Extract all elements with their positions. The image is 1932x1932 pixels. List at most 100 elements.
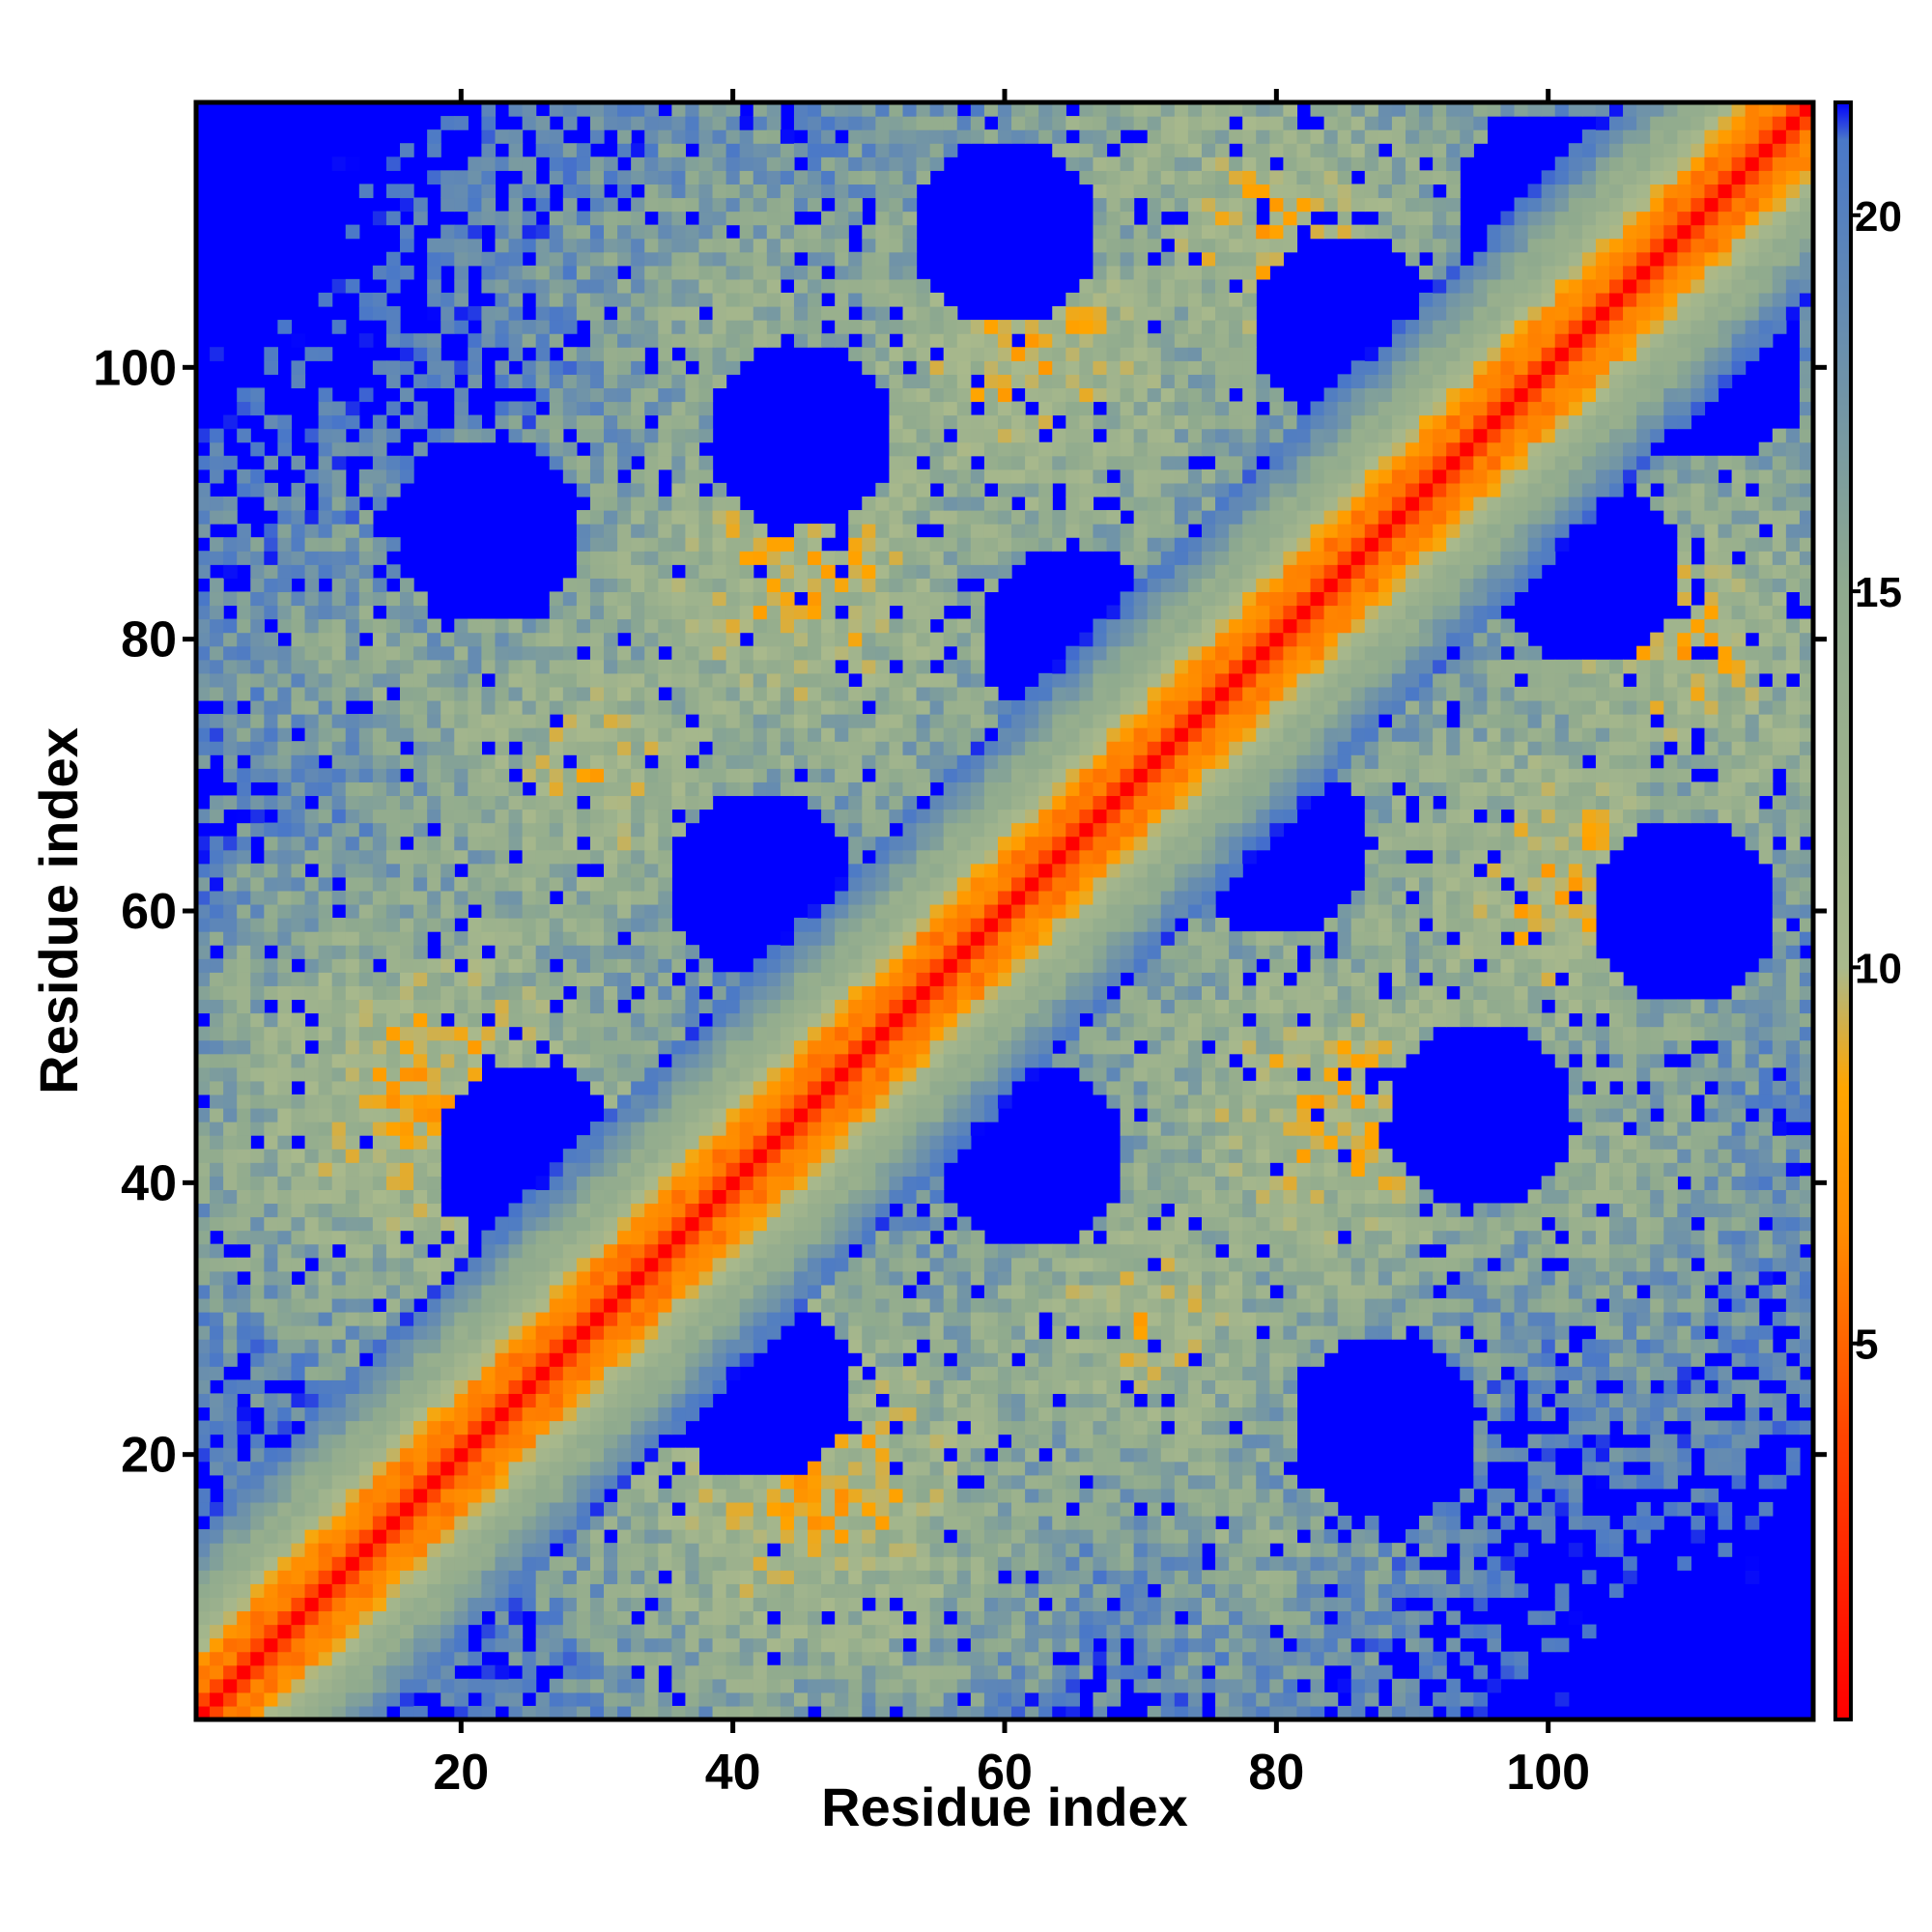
heatmap-cell [495, 1556, 510, 1571]
heatmap-cell [264, 1691, 279, 1707]
heatmap-cell [685, 605, 700, 620]
heatmap-cell [780, 1651, 795, 1666]
heatmap-cell [372, 1039, 387, 1055]
heatmap-cell [277, 903, 293, 919]
heatmap-cell [793, 1230, 809, 1245]
heatmap-cell [875, 1583, 891, 1598]
heatmap-cell [400, 1284, 414, 1299]
heatmap-cell [835, 1597, 849, 1612]
heatmap-cell [318, 1691, 333, 1707]
heatmap-cell [793, 686, 809, 701]
heatmap-cell [889, 1243, 904, 1259]
heatmap-cell [739, 1216, 754, 1232]
heatmap-cell [644, 836, 659, 851]
heatmap-cell [739, 224, 754, 240]
heatmap-cell [698, 1135, 714, 1150]
heatmap-cell [712, 1474, 727, 1490]
heatmap-cell [875, 605, 891, 620]
heatmap-cell [562, 1583, 578, 1598]
heatmap-cell [196, 591, 211, 607]
heatmap-cell [250, 1039, 265, 1055]
heatmap-cell [562, 1366, 578, 1380]
heatmap-cell [196, 945, 211, 959]
heatmap-cell [889, 414, 904, 430]
heatmap-cell [427, 347, 441, 361]
heatmap-cell [210, 672, 224, 688]
heatmap-cell [685, 428, 700, 443]
heatmap-cell [604, 1691, 618, 1707]
heatmap-cell [793, 945, 809, 959]
heatmap-cell [522, 1447, 537, 1463]
heatmap-cell [413, 1039, 428, 1055]
heatmap-cell [358, 537, 374, 552]
heatmap-cell [644, 251, 659, 267]
heatmap-cell [902, 849, 918, 865]
heatmap-cell [345, 632, 360, 647]
heatmap-cell [848, 1039, 863, 1055]
heatmap-cell [400, 714, 414, 728]
heatmap-cell [331, 1447, 347, 1463]
heatmap-cell [589, 1705, 605, 1720]
heatmap-cell [835, 591, 849, 607]
heatmap-cell [862, 1393, 876, 1408]
heatmap-cell [808, 1488, 822, 1503]
heatmap-cell [862, 999, 876, 1014]
heatmap-cell [400, 469, 414, 484]
heatmap-cell [413, 1080, 428, 1095]
heatmap-cell [304, 1230, 320, 1245]
heatmap-cell [753, 102, 768, 117]
heatmap-cell [671, 1270, 687, 1286]
heatmap-cell [304, 890, 320, 905]
heatmap-cell [562, 1176, 578, 1190]
heatmap-cell [385, 455, 401, 470]
heatmap-cell [780, 1637, 795, 1653]
heatmap-cell [358, 1488, 374, 1503]
heatmap-cell [223, 931, 238, 946]
heatmap-cell [223, 1461, 238, 1476]
heatmap-cell [427, 1515, 441, 1530]
heatmap-cell [631, 374, 645, 389]
heatmap-cell [277, 890, 293, 905]
heatmap-cell [210, 510, 224, 525]
heatmap-cell [671, 265, 687, 280]
heatmap-cell [413, 591, 428, 607]
heatmap-cell [372, 1080, 387, 1095]
heatmap-cell [440, 1624, 455, 1639]
heatmap-cell [617, 387, 632, 403]
heatmap-cell [495, 972, 510, 986]
heatmap-cell [725, 1501, 741, 1517]
heatmap-cell [535, 1474, 551, 1490]
heatmap-cell [345, 1515, 360, 1530]
heatmap-cell [604, 1570, 618, 1584]
heatmap-cell [223, 1325, 238, 1340]
heatmap-cell [237, 1311, 251, 1326]
heatmap-cell [902, 1678, 918, 1693]
heatmap-cell [644, 1039, 659, 1055]
heatmap-cell [440, 822, 455, 838]
heatmap-cell [291, 524, 306, 538]
heatmap-cell [889, 931, 904, 946]
heatmap-cell [793, 1624, 809, 1639]
heatmap-cell [644, 1325, 659, 1340]
heatmap-cell [372, 551, 387, 565]
heatmap-cell [889, 578, 904, 593]
heatmap-cell [725, 1556, 741, 1571]
heatmap-cell [223, 1434, 238, 1449]
heatmap-cell [304, 1543, 320, 1557]
heatmap-cell [264, 1203, 279, 1218]
heatmap-cell [358, 1461, 374, 1476]
heatmap-cell [468, 809, 483, 824]
heatmap-cell [835, 945, 849, 959]
heatmap-cell [658, 1203, 672, 1218]
heatmap-cell [902, 591, 918, 607]
heatmap-cell [549, 918, 564, 932]
heatmap-cell [658, 537, 672, 552]
heatmap-cell [196, 1122, 211, 1136]
heatmap-cell [358, 822, 374, 838]
heatmap-cell [535, 1216, 551, 1232]
heatmap-cell [210, 1637, 224, 1653]
heatmap-cell [468, 714, 483, 728]
heatmap-cell [358, 1216, 374, 1232]
heatmap-cell [848, 945, 863, 959]
heatmap-cell [210, 876, 224, 892]
